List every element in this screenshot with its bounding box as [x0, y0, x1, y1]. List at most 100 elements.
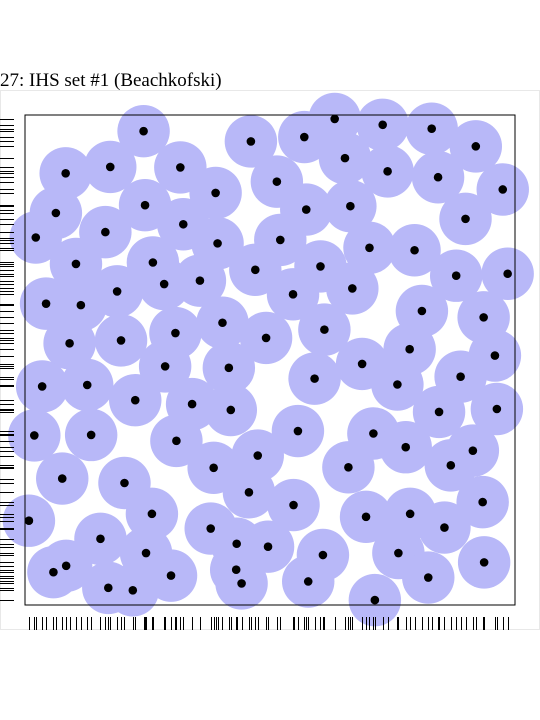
- data-point: [251, 265, 260, 275]
- data-point: [86, 430, 96, 440]
- data-point: [31, 233, 41, 242]
- data-point: [159, 279, 169, 289]
- data-point: [104, 583, 113, 593]
- data-point: [49, 567, 58, 577]
- data-point: [172, 436, 181, 446]
- data-point: [303, 577, 313, 586]
- data-point: [446, 461, 456, 470]
- data-point: [405, 344, 414, 354]
- data-point: [37, 382, 47, 391]
- data-point: [330, 114, 339, 124]
- data-point: [71, 259, 81, 269]
- data-point: [263, 542, 273, 551]
- data-point: [130, 395, 140, 405]
- data-point: [383, 167, 392, 176]
- plot-border: [24, 114, 516, 606]
- data-points: [24, 114, 512, 605]
- data-point: [139, 126, 148, 136]
- data-point: [461, 214, 470, 224]
- data-point: [226, 405, 236, 415]
- data-point: [370, 595, 380, 605]
- data-point: [237, 579, 246, 588]
- data-point: [468, 446, 478, 455]
- data-point: [128, 586, 138, 595]
- data-point: [490, 351, 500, 360]
- data-point: [112, 287, 122, 296]
- data-point: [492, 404, 502, 414]
- data-point: [340, 153, 350, 163]
- data-point: [378, 120, 388, 130]
- data-point: [76, 300, 86, 310]
- data-point: [140, 200, 150, 210]
- data-point: [293, 426, 303, 436]
- data-point: [479, 558, 489, 567]
- data-point: [369, 429, 378, 438]
- data-point: [120, 478, 129, 488]
- data-point: [244, 488, 254, 497]
- data-point: [61, 561, 71, 571]
- data-point: [171, 328, 180, 338]
- data-point: [82, 380, 92, 390]
- data-point: [344, 463, 353, 472]
- data-point: [478, 497, 487, 507]
- data-point: [166, 571, 176, 580]
- data-point: [96, 534, 105, 544]
- data-point: [346, 201, 355, 211]
- data-point: [176, 163, 185, 172]
- data-point: [498, 185, 508, 194]
- data-point: [253, 451, 263, 460]
- data-point: [316, 262, 325, 271]
- data-point: [310, 374, 319, 383]
- data-point: [147, 509, 157, 519]
- data-point: [401, 442, 411, 452]
- data-point: [24, 516, 34, 526]
- data-point: [393, 380, 402, 389]
- data-point: [41, 299, 51, 308]
- data-point: [405, 509, 415, 519]
- data-point: [433, 172, 443, 182]
- data-point: [423, 573, 433, 582]
- data-point: [434, 407, 444, 417]
- data-point: [361, 512, 371, 522]
- data-point: [503, 269, 512, 279]
- data-point: [101, 227, 110, 237]
- data-point: [471, 142, 481, 151]
- data-point: [218, 318, 227, 328]
- data-point: [451, 271, 461, 281]
- data-point: [61, 169, 70, 178]
- data-point: [272, 177, 282, 186]
- data-point: [348, 284, 357, 293]
- data-point: [357, 359, 367, 369]
- data-point: [231, 565, 241, 575]
- data-point: [30, 431, 39, 440]
- data-point: [300, 132, 309, 142]
- data-point: [394, 548, 403, 558]
- data-point: [209, 463, 218, 473]
- chart-title: 27: IHS set #1 (Beachkofski): [0, 70, 222, 91]
- data-point: [51, 208, 61, 218]
- data-point: [301, 205, 311, 214]
- data-point: [105, 162, 115, 172]
- data-point: [261, 333, 271, 343]
- x-rug: [29, 617, 509, 630]
- data-point: [206, 524, 216, 533]
- data-point: [65, 339, 74, 348]
- data-point: [427, 124, 437, 134]
- data-point: [365, 243, 374, 253]
- y-rug: [0, 119, 14, 601]
- data-point: [275, 235, 285, 245]
- data-point: [148, 258, 158, 267]
- data-point: [289, 500, 298, 510]
- data-point: [187, 399, 197, 409]
- data-point: [160, 362, 170, 371]
- data-point: [456, 372, 465, 381]
- data-point: [116, 336, 126, 345]
- data-point: [440, 523, 449, 532]
- data-point: [211, 188, 220, 198]
- data-point: [288, 290, 298, 299]
- data-point: [213, 239, 222, 248]
- data-point: [195, 276, 205, 285]
- data-point: [232, 539, 241, 549]
- data-point: [141, 548, 151, 558]
